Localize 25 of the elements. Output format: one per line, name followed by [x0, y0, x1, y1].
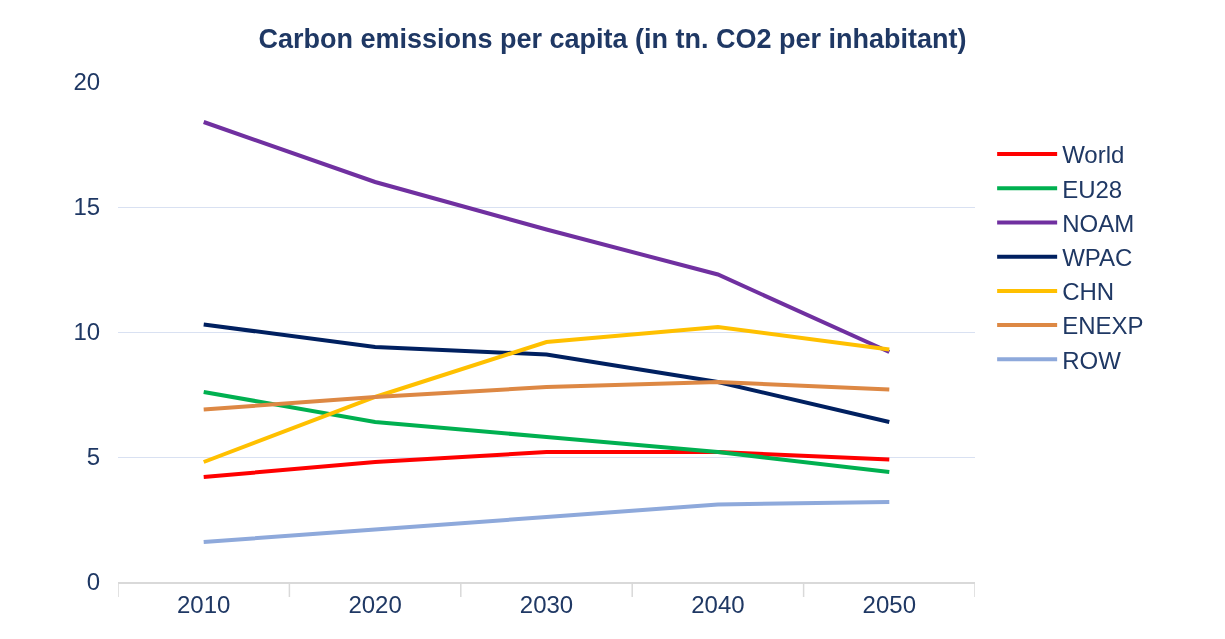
line-series: [201, 325, 892, 464]
line-series: [201, 390, 892, 474]
legend-label: World: [1062, 141, 1125, 169]
legend-label: ENEXP: [1062, 312, 1144, 340]
line-series: [201, 380, 892, 412]
legend-label: EU28: [1062, 175, 1123, 203]
y-tick-label: 10: [73, 318, 101, 346]
y-tick-label: 20: [73, 68, 101, 96]
legend-label: NOAM: [1062, 209, 1135, 237]
x-tick-label: 2050: [862, 590, 916, 618]
line-series: [201, 500, 892, 544]
y-tick-label: 0: [86, 568, 101, 596]
x-tick-label: 2030: [519, 590, 574, 618]
y-tick-label: 15: [73, 193, 101, 221]
line-series: [201, 322, 892, 424]
line-series: [201, 120, 892, 354]
legend-label: CHN: [1062, 278, 1115, 306]
x-tick-label: 2020: [348, 590, 402, 618]
legend-label: WPAC: [1062, 244, 1133, 272]
y-tick-label: 5: [86, 443, 101, 471]
x-tick-label: 2010: [177, 590, 231, 618]
chart-title: Carbon emissions per capita (in tn. CO2 per inhabitant): [258, 23, 967, 54]
x-tick-label: 2040: [691, 590, 745, 618]
legend-label: ROW: [1062, 346, 1122, 374]
line-series: [201, 450, 892, 479]
